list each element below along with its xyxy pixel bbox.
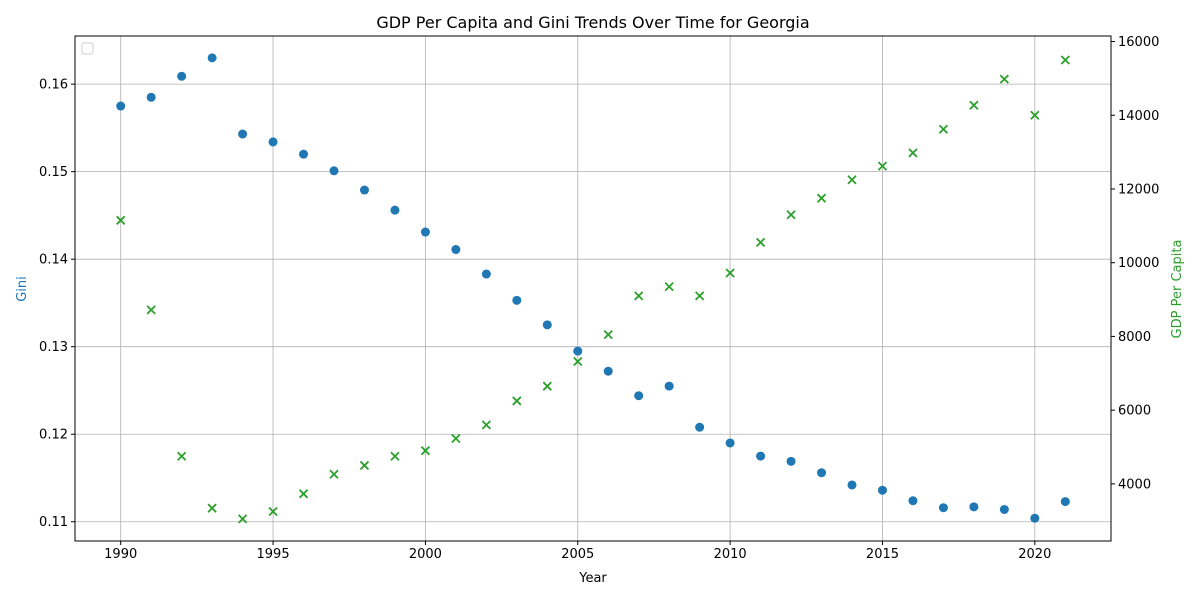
x-tick-label: 2000 [409,547,442,562]
gdp-point [969,100,979,110]
y-axis-left-label: Gini [15,276,30,302]
gdp-point [207,503,217,513]
x-tick-label: 1995 [257,547,290,562]
gini-point [451,245,461,255]
gdp-point [146,305,156,315]
gini-point [390,205,400,215]
gdp-point [725,268,735,278]
gini-point [177,71,187,81]
gdp-point [1030,110,1040,120]
gini-point [481,269,491,279]
gdp-point [1060,55,1070,65]
gini-point [329,166,339,176]
gdp-series [116,55,1070,524]
gdp-point [695,291,705,301]
gdp-point [603,329,613,340]
y-right-tick-label: 16000 [1118,35,1159,50]
gini-point [268,137,278,147]
gini-point [420,227,430,237]
gini-point [756,451,766,461]
gini-point [542,320,552,330]
gdp-point [329,469,339,479]
gdp-point [542,381,552,391]
gdp-point [573,356,583,367]
gini-point [573,346,583,356]
y-right-tick-label: 6000 [1118,404,1151,419]
gini-point [817,468,827,478]
gini-point [634,391,644,401]
gini-point [786,456,796,466]
gdp-point [999,74,1009,84]
y-left-tick-label: 0.11 [39,515,68,530]
gini-point [1030,513,1040,523]
x-tick-label: 2010 [714,547,747,562]
gini-point [847,480,857,490]
x-tick-label: 2005 [561,547,594,562]
x-tick-label: 1990 [104,547,137,562]
gdp-point [359,460,370,471]
gdp-point [268,506,278,517]
gini-point [146,92,156,102]
chart-title: GDP Per Capita and Gini Trends Over Time… [376,13,809,32]
gdp-point [512,396,522,406]
y-left-tick-label: 0.13 [39,340,68,355]
gini-series [116,53,1070,523]
y-left-tick-label: 0.16 [39,78,68,93]
gini-point [969,502,979,512]
x-tick-label: 2020 [1018,547,1051,562]
y-left-tick-label: 0.14 [39,253,68,268]
gdp-point [298,489,309,499]
gini-point [999,504,1009,514]
y-left-tick-label: 0.15 [39,165,68,180]
gdp-point [877,161,888,171]
gini-point [116,101,126,111]
y-left-tick-label: 0.12 [39,428,68,443]
y-right-tick-label: 12000 [1118,182,1159,197]
gini-point [664,381,674,391]
gdp-point [755,237,766,248]
gdp-point [481,420,491,430]
gini-point [938,503,948,513]
gini-point [908,496,918,506]
y-axis-right-label: GDP Per Capita [1170,240,1185,339]
y-right-tick-label: 4000 [1118,477,1151,492]
gini-point [725,438,735,448]
gdp-point [847,175,857,185]
gini-point [512,295,522,305]
gdp-point [786,210,796,220]
gdp-point [634,291,644,301]
gini-point [359,185,369,195]
legend-box [81,42,94,55]
grid-lines [75,36,1111,541]
gdp-point [237,514,248,524]
plot-frame [74,35,1112,542]
gdp-point [816,193,827,203]
gdp-point [420,446,431,456]
axes: 1990 1995 2000 2005 2010 2015 2020 0.11 0.12 0.13… [39,35,1159,562]
gini-point [877,485,887,495]
gdp-point [116,215,126,225]
gdp-point [390,451,400,461]
gini-point [695,422,705,432]
gini-point [207,53,217,63]
gini-point [299,149,309,159]
y-right-tick-label: 8000 [1118,330,1151,345]
x-axis-label: Year [578,571,607,586]
gdp-point [451,433,461,444]
gdp-point [908,148,918,158]
gini-point [1060,497,1070,507]
gdp-point [664,282,674,292]
gdp-point [938,124,949,134]
gini-point [238,129,248,139]
y-right-tick-label: 14000 [1118,109,1159,124]
gini-point [603,366,613,376]
x-tick-label: 2015 [866,547,899,562]
y-right-tick-label: 10000 [1118,256,1159,271]
gdp-point [177,451,187,461]
